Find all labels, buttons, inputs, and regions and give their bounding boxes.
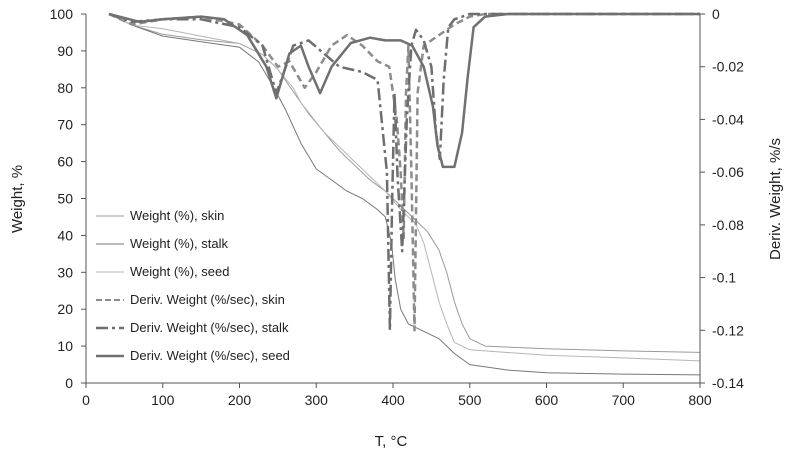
y-right-tick-label: -0.08 xyxy=(712,217,744,233)
y-right-tick-label: -0.1 xyxy=(712,270,736,286)
y-left-tick-label: 100 xyxy=(50,6,74,22)
legend-entry: Deriv. Weight (%/sec), stalk xyxy=(96,320,289,335)
y-left-tick-label: 80 xyxy=(57,80,73,96)
legend-entry: Deriv. Weight (%/sec), seed xyxy=(96,348,290,363)
legend-label: Weight (%), skin xyxy=(130,208,224,223)
series-layer xyxy=(108,12,701,376)
y-left-tick-label: 40 xyxy=(57,227,73,243)
x-tick-label: 700 xyxy=(612,392,636,408)
x-tick-label: 200 xyxy=(228,392,252,408)
y-right-tick-label: -0.04 xyxy=(712,111,744,127)
legend-label: Deriv. Weight (%/sec), skin xyxy=(130,292,285,307)
series-line xyxy=(108,12,700,332)
x-tick-label: 400 xyxy=(381,392,405,408)
x-tick-label: 600 xyxy=(535,392,559,408)
y-right-tick-label: 0 xyxy=(712,6,720,22)
y-left-tick-label: 50 xyxy=(57,191,73,207)
y-left-tick-label: 0 xyxy=(65,375,73,391)
legend: Weight (%), skin Weight (%), stalk Weigh… xyxy=(96,208,290,363)
x-tick-label: 800 xyxy=(688,392,712,408)
y-left-tick-label: 30 xyxy=(57,264,73,280)
legend-entry: Weight (%), skin xyxy=(96,208,224,223)
y-left-tick-label: 90 xyxy=(57,43,73,59)
series-line xyxy=(108,12,700,332)
y-left-tick-label: 10 xyxy=(57,338,73,354)
x-tick-label: 100 xyxy=(151,392,175,408)
series-line xyxy=(108,13,701,376)
y-right-tick-label: -0.14 xyxy=(712,375,744,391)
plot-area: 0 100 200 300 400 500 600 700 800010203040506070… xyxy=(50,6,744,408)
x-tick-label: 0 xyxy=(82,392,90,408)
legend-label: Weight (%), stalk xyxy=(130,236,229,251)
legend-label: Weight (%), seed xyxy=(130,264,229,279)
y-right-tick-label: -0.06 xyxy=(712,164,744,180)
ticks-layer: 0 100 200 300 400 500 600 700 800010203040506070… xyxy=(50,6,744,408)
series-line xyxy=(108,13,701,362)
legend-label: Deriv. Weight (%/sec), seed xyxy=(130,348,290,363)
x-tick-label: 500 xyxy=(458,392,482,408)
legend-entry: Weight (%), seed xyxy=(96,264,229,279)
y-left-tick-label: 20 xyxy=(57,301,73,317)
x-axis-title: T, °C xyxy=(375,433,408,450)
legend-label: Deriv. Weight (%/sec), stalk xyxy=(130,320,289,335)
legend-entry: Deriv. Weight (%/sec), skin xyxy=(96,292,285,307)
y-left-tick-label: 60 xyxy=(57,154,73,170)
y-right-tick-label: -0.02 xyxy=(712,59,744,75)
x-tick-label: 300 xyxy=(305,392,329,408)
y-right-axis-title: Deriv. Weight, %/s xyxy=(767,138,784,260)
series-line xyxy=(108,12,700,169)
y-left-tick-label: 70 xyxy=(57,117,73,133)
y-left-axis-title: Weight, % xyxy=(9,165,26,233)
legend-entry: Weight (%), stalk xyxy=(96,236,229,251)
y-right-tick-label: -0.12 xyxy=(712,322,744,338)
